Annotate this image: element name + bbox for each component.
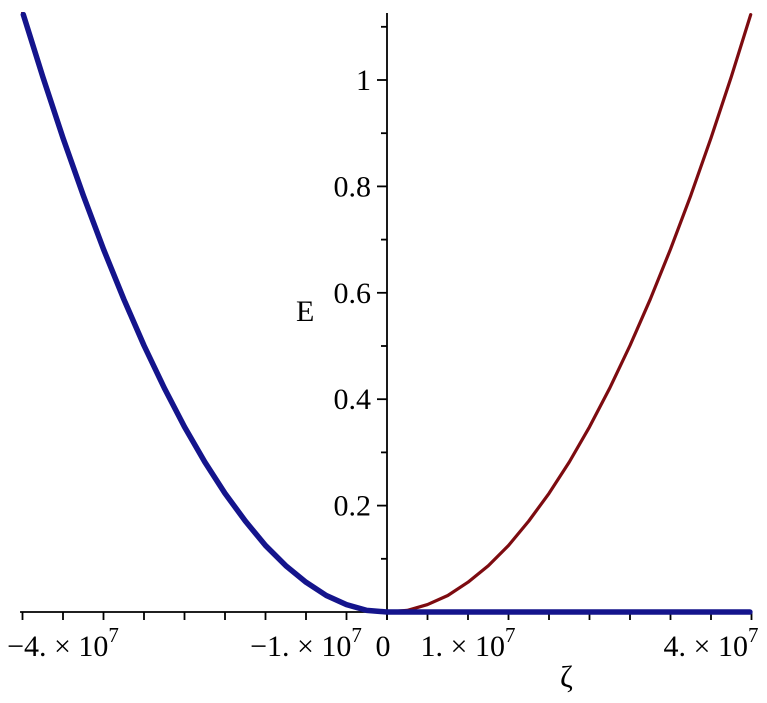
- y-tick-label: 0.2: [334, 490, 372, 523]
- x-tick-label: 4. × 107: [664, 623, 759, 663]
- x-tick-labels: −4. × 107 −1. × 107 0 1. × 107 4. × 107: [7, 623, 758, 663]
- y-tick-label: 0.6: [334, 277, 372, 310]
- y-axis-title: E: [296, 295, 315, 328]
- x-tick-label: −1. × 107: [250, 623, 362, 663]
- y-tick-label: 1: [356, 64, 371, 97]
- y-tick-labels: 0.2 0.4 0.6 0.8 1: [334, 64, 372, 523]
- series-blue-piecewise: [20, 12, 753, 615]
- x-tick-label: 0: [376, 630, 391, 663]
- y-axis: [377, 13, 388, 620]
- x-tick-label: −4. × 107: [7, 623, 119, 663]
- series-group: [20, 12, 753, 615]
- x-axis-title: ζ: [560, 659, 573, 694]
- x-tick-label: 1. × 107: [421, 623, 516, 663]
- y-tick-label: 0.4: [334, 383, 372, 416]
- y-tick-label: 0.8: [334, 170, 372, 203]
